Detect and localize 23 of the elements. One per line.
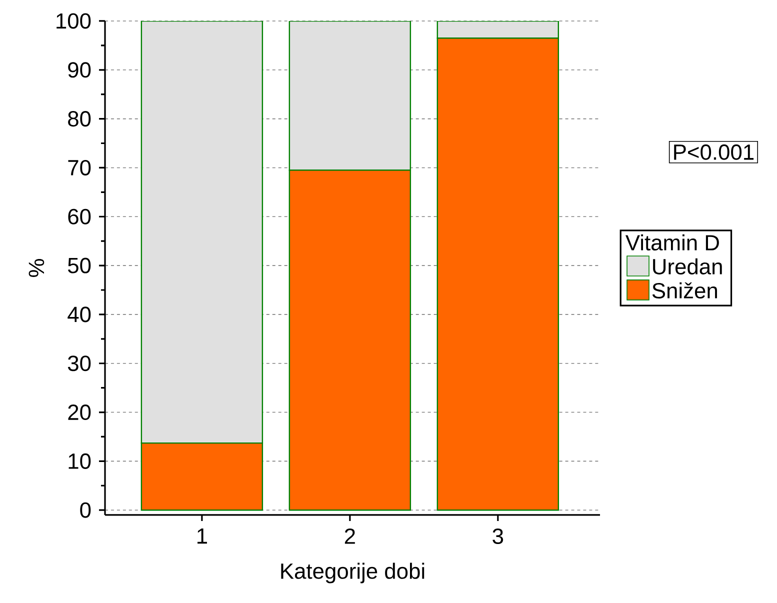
bar [436,20,560,39]
x-tick-label: 3 [492,528,504,544]
x-tick-label: 1 [198,528,207,544]
y-axis-title: % [28,259,44,277]
y-tick-label: 100 [56,13,91,29]
y-tick-label: 90 [68,62,91,78]
legend-title: Vitamin D [625,234,719,251]
y-tick-label: 20 [68,404,91,420]
y-tick-label: 60 [68,208,91,224]
x-tick-label: 2 [344,528,355,544]
y-tick-label: 40 [68,306,91,322]
y-tick-label: 50 [68,258,91,274]
y-tick-label: 30 [68,356,91,372]
text: P<0.001 [674,144,754,160]
x-axis-title: Kategorije dobi [281,562,424,584]
bar [288,20,412,171]
legend-label: Snižen [652,282,717,298]
y-tick-label: 70 [68,160,91,176]
legend-label: Uredan [653,258,722,274]
y-tick-label: 10 [68,453,91,469]
y-tick-label: 80 [68,111,91,127]
bar [140,20,264,444]
y-tick-label: 0 [80,502,91,518]
